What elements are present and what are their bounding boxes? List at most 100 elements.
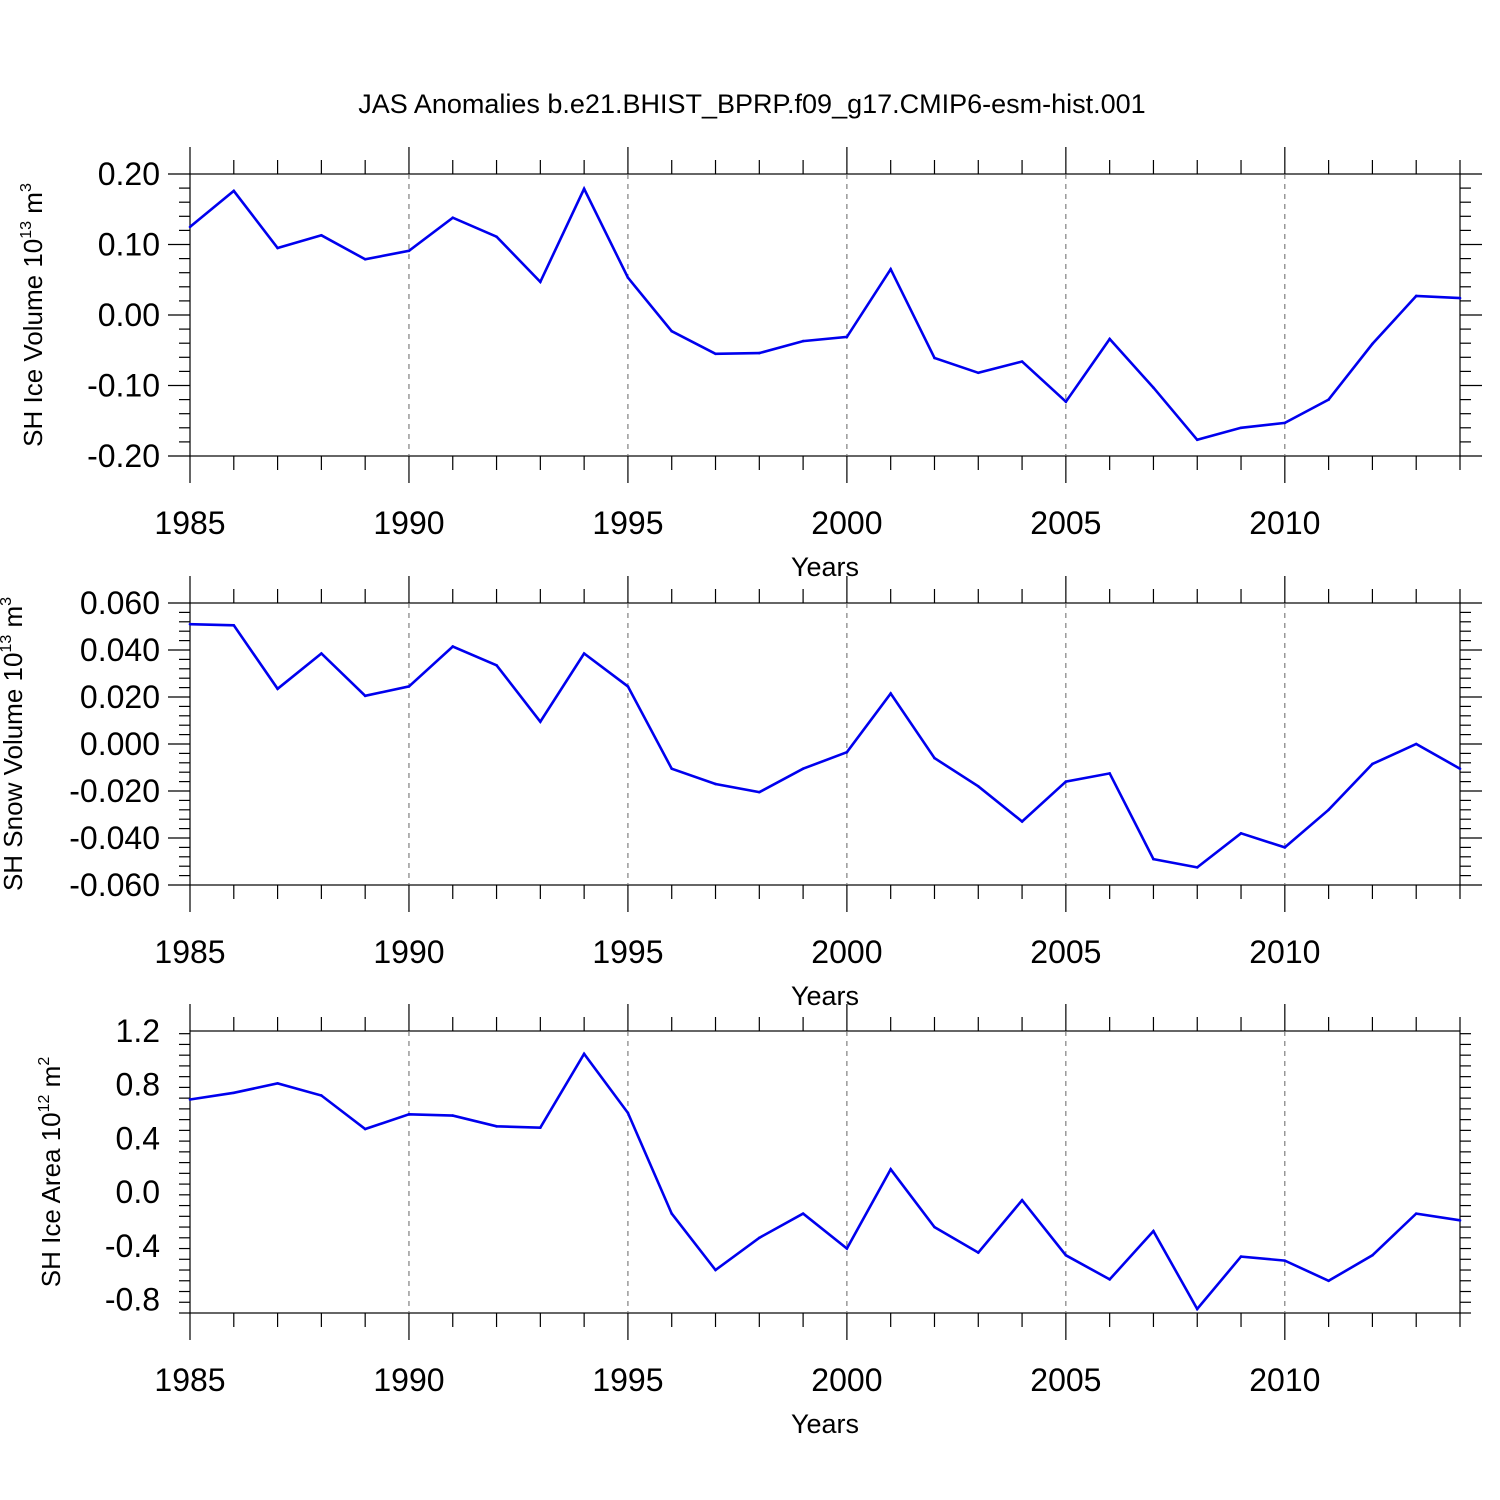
data-point [801, 767, 805, 770]
y-tick-label: 0.0 [116, 1174, 160, 1210]
data-point [1239, 426, 1243, 430]
data-point [1371, 762, 1374, 766]
data-point [451, 1114, 455, 1117]
plot-frame [189, 173, 1461, 457]
data-point [714, 352, 717, 356]
y-tick-label: -0.040 [69, 820, 160, 856]
data-point [451, 645, 455, 648]
y-axis-label-exponent: 13 [0, 635, 15, 653]
data-point [363, 258, 367, 261]
data-point [758, 1236, 761, 1240]
data-point [889, 1168, 892, 1171]
data-point [1195, 438, 1199, 442]
y-tick-label: 0.8 [116, 1067, 160, 1103]
y-axis-label-unit-exponent: 2 [36, 1057, 53, 1066]
x-tick-label: 2010 [1249, 505, 1320, 541]
data-point [1327, 1279, 1330, 1283]
y-tick-label: 0.00 [98, 297, 160, 333]
y-tick-label: -0.060 [69, 867, 160, 903]
data-point [1152, 857, 1155, 861]
y-tick-label: -0.4 [105, 1228, 160, 1264]
data-point [1458, 767, 1462, 770]
data-point [582, 1052, 586, 1056]
series-line [189, 185, 1461, 442]
data-point [1152, 1229, 1155, 1233]
data-point [1020, 1198, 1024, 1202]
data-point [933, 756, 936, 760]
data-point [1064, 400, 1068, 404]
y-axis-label-unit-exponent: 3 [18, 183, 35, 192]
x-tick-label: 2005 [1030, 1362, 1101, 1398]
data-point [320, 1094, 323, 1097]
x-tick-label: 1985 [154, 505, 225, 541]
panel-3: -0.8 -0.4 0.0 0.4 0.8 1.2 1985 1990 1995 2000 2005… [36, 1004, 1471, 1439]
data-point [1327, 398, 1330, 401]
data-point [758, 351, 761, 355]
data-point [1414, 742, 1418, 746]
data-point [1283, 421, 1287, 425]
y-tick-label: 1.2 [116, 1013, 160, 1049]
chart-title: JAS Anomalies b.e21.BHIST_BPRP.f09_g17.C… [358, 89, 1145, 119]
data-point [1371, 342, 1374, 346]
data-point [1152, 386, 1155, 389]
data-point [933, 356, 936, 360]
data-point [670, 767, 674, 770]
data-point [1108, 1278, 1111, 1281]
data-point [1414, 1212, 1418, 1215]
data-point [1064, 1253, 1068, 1257]
data-point [889, 692, 892, 695]
y-tick-label: 0.10 [98, 227, 160, 263]
data-point [670, 329, 674, 333]
data-point [188, 1098, 192, 1101]
x-tick-label: 2000 [811, 934, 882, 970]
data-point [582, 652, 586, 655]
data-point [976, 371, 980, 375]
data-point [582, 187, 586, 191]
data-point [495, 235, 498, 239]
y-tick-label: 0.040 [80, 632, 160, 668]
x-tick-label: 1985 [154, 934, 225, 970]
x-tick-label: 1990 [373, 505, 444, 541]
data-point [407, 1112, 411, 1116]
data-point [320, 234, 323, 237]
data-point [276, 246, 279, 250]
data-point [363, 694, 367, 698]
y-axis-label-exponent: 12 [36, 1094, 53, 1112]
series-line [189, 1051, 1461, 1312]
panel-2: -0.060 -0.040 -0.020 0.000 0.020 0.040 0.060 19… [0, 576, 1482, 1011]
data-point [626, 1111, 630, 1115]
data-point [539, 720, 542, 723]
data-point [407, 685, 411, 688]
data-point [1064, 780, 1068, 783]
data-point [626, 685, 630, 688]
x-tick-label: 2010 [1249, 934, 1320, 970]
y-axis-label-main: SH Snow Volume 10 [0, 653, 28, 891]
data-point [845, 1247, 849, 1250]
y-tick-label: -0.10 [87, 368, 160, 404]
data-point [1414, 294, 1418, 298]
x-tick-label: 1995 [592, 934, 663, 970]
data-point [976, 785, 980, 788]
data-point [276, 687, 279, 691]
series-line [189, 622, 1461, 869]
y-axis-label-unit: m [36, 1066, 66, 1095]
data-point [845, 335, 849, 339]
data-point [232, 1091, 236, 1095]
data-point [889, 267, 892, 271]
data-point [495, 663, 498, 667]
y-tick-label: -0.020 [69, 773, 160, 809]
data-point [1239, 832, 1243, 835]
y-tick-label: 0.4 [116, 1120, 160, 1156]
x-tick-label: 2005 [1030, 505, 1101, 541]
x-axis-label: Years [791, 981, 859, 1011]
data-point [1108, 772, 1111, 775]
y-tick-label: 0.020 [80, 679, 160, 715]
y-axis-label: SH Snow Volume 1013 m3 [0, 597, 28, 891]
y-tick-label: -0.20 [87, 438, 160, 474]
data-point [976, 1251, 980, 1254]
data-point [1020, 820, 1024, 823]
y-axis-label-main: SH Ice Area 10 [36, 1112, 66, 1287]
x-tick-label: 2000 [811, 505, 882, 541]
y-axis-label-exponent: 13 [18, 221, 35, 239]
